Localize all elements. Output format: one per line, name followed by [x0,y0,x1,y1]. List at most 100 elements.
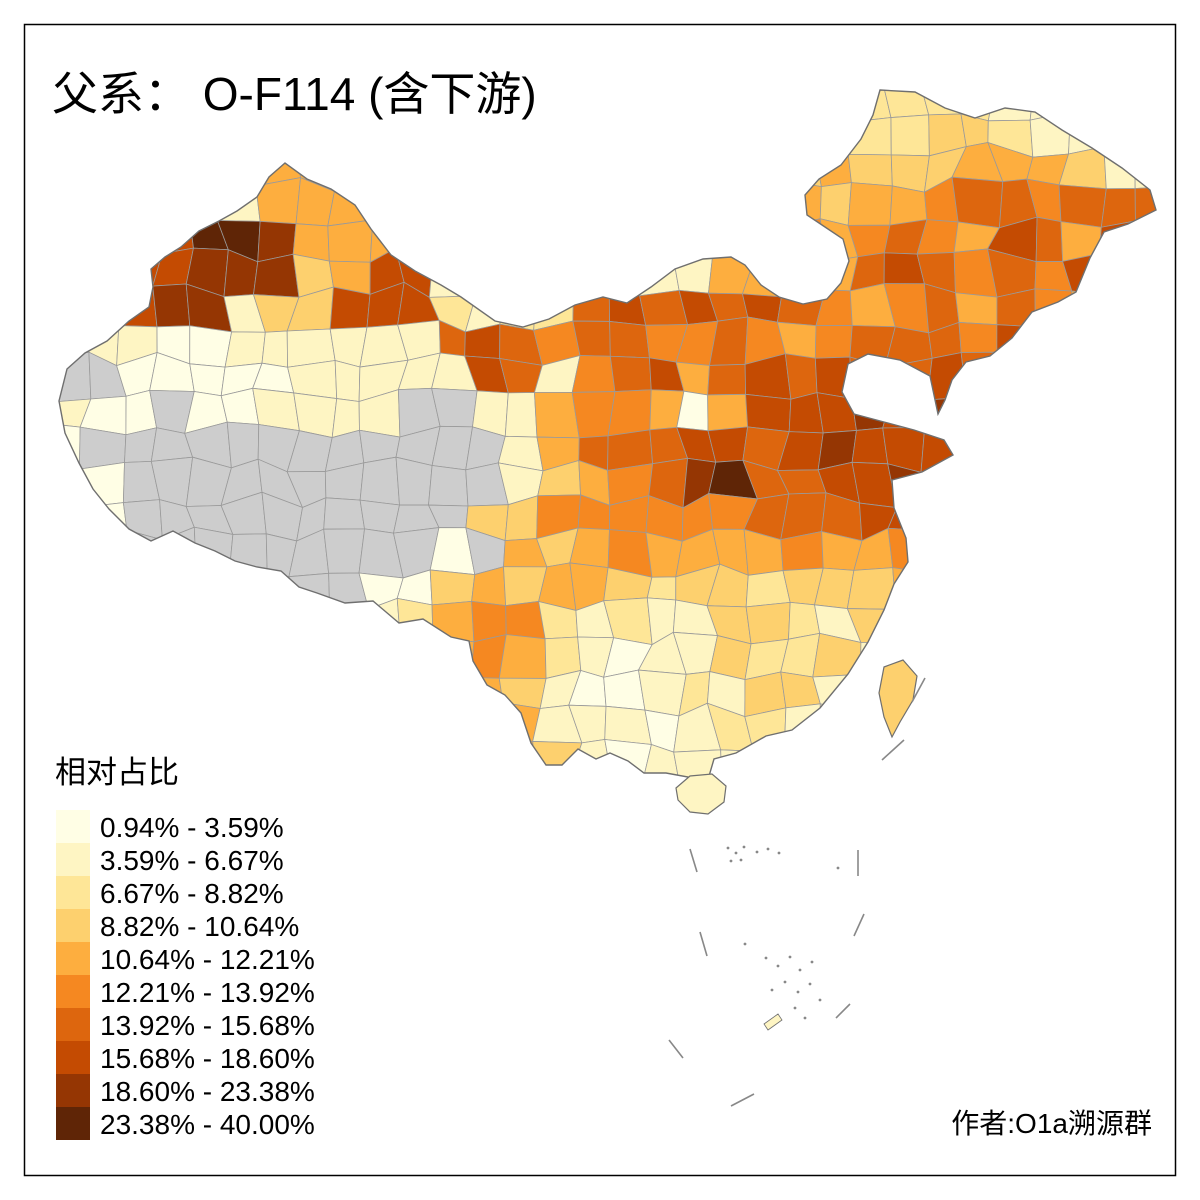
map-region [396,597,434,640]
map-region [644,180,686,224]
map-region [784,353,818,400]
map-region [780,737,820,780]
map-region [1103,146,1136,190]
map-region [152,179,194,214]
map-region [996,706,1032,742]
map-region [534,392,580,439]
map-region [572,253,610,299]
islet-dot [808,982,812,986]
map-region [814,325,853,359]
map-region [189,562,231,612]
map-region [432,215,468,262]
map-region [226,568,268,613]
map-region [816,392,857,434]
map-region [252,741,292,786]
map-region [603,147,653,187]
map-region [638,218,686,263]
map-region [745,570,791,608]
map-region [221,702,260,743]
map-region [361,701,396,747]
map-region [155,706,188,754]
map-region [1033,603,1064,642]
map-region [461,677,504,714]
map-region [781,218,827,263]
map-region [220,601,268,648]
legend-swatch [56,975,90,1008]
map-region [1129,357,1156,403]
map-region [466,246,512,297]
legend-swatch [56,1008,90,1041]
map-region [1128,90,1156,119]
map-region [987,431,1034,472]
map-region [325,668,363,710]
map-region [468,808,511,845]
map-region [813,148,852,188]
map-region [751,116,791,158]
map-region [994,738,1036,787]
legend-label: 18.60% - 23.38% [100,1076,315,1107]
legend-label: 6.67% - 8.82% [100,878,284,909]
map-region [364,745,402,786]
islet-dot [798,968,802,972]
map-region [113,177,154,225]
map-region [395,215,435,253]
map-region [299,605,338,642]
map-region [1101,604,1136,647]
map-region [707,363,746,396]
map-region [252,637,302,680]
legend-label: 13.92% - 15.68% [100,1010,315,1041]
map-region [890,114,930,157]
map-region [1067,389,1103,439]
map-region [788,809,827,849]
islet-dot [726,846,730,850]
map-region [1100,188,1136,228]
map-region [952,706,999,752]
map-region [1058,562,1105,611]
map-region [1134,185,1156,223]
map-region [78,643,124,676]
map-region [851,427,889,465]
map-region [849,356,895,400]
map-region [777,148,822,188]
map-region [1057,810,1099,845]
map-region [952,534,1001,571]
nine-dash-line-segment [881,739,905,761]
islet-dot [803,1016,807,1020]
map-region [847,182,893,226]
map-region [952,430,995,472]
map-region [1140,526,1156,568]
map-region [1128,426,1156,471]
map-region [59,252,82,294]
map-region [813,107,849,155]
nine-dash-line-segment [835,1003,851,1019]
map-region [113,145,154,181]
map-region [333,144,372,192]
map-region [571,355,616,393]
map-region [892,567,925,610]
map-region [535,779,576,797]
map-region [188,176,226,222]
map-region [59,710,91,751]
map-region [1062,706,1101,745]
map-region [816,90,856,124]
map-region [395,456,433,506]
map-region [919,784,962,797]
legend-swatch [56,810,90,843]
map-region [814,356,853,399]
map-region [186,707,229,754]
map-region [607,389,652,437]
map-region [572,220,606,259]
map-region [1071,738,1104,783]
map-region [993,494,1032,542]
map-region [431,740,475,788]
map-region [886,782,922,797]
legend-swatch [56,843,90,876]
map-region [155,631,187,678]
map-region [991,570,1038,609]
map-region [1126,456,1156,507]
page-title: 父系： O-F114 (含下游) [52,68,537,120]
map-region [59,213,92,258]
map-region [184,640,226,680]
map-region [707,393,749,432]
map-region [88,177,122,225]
